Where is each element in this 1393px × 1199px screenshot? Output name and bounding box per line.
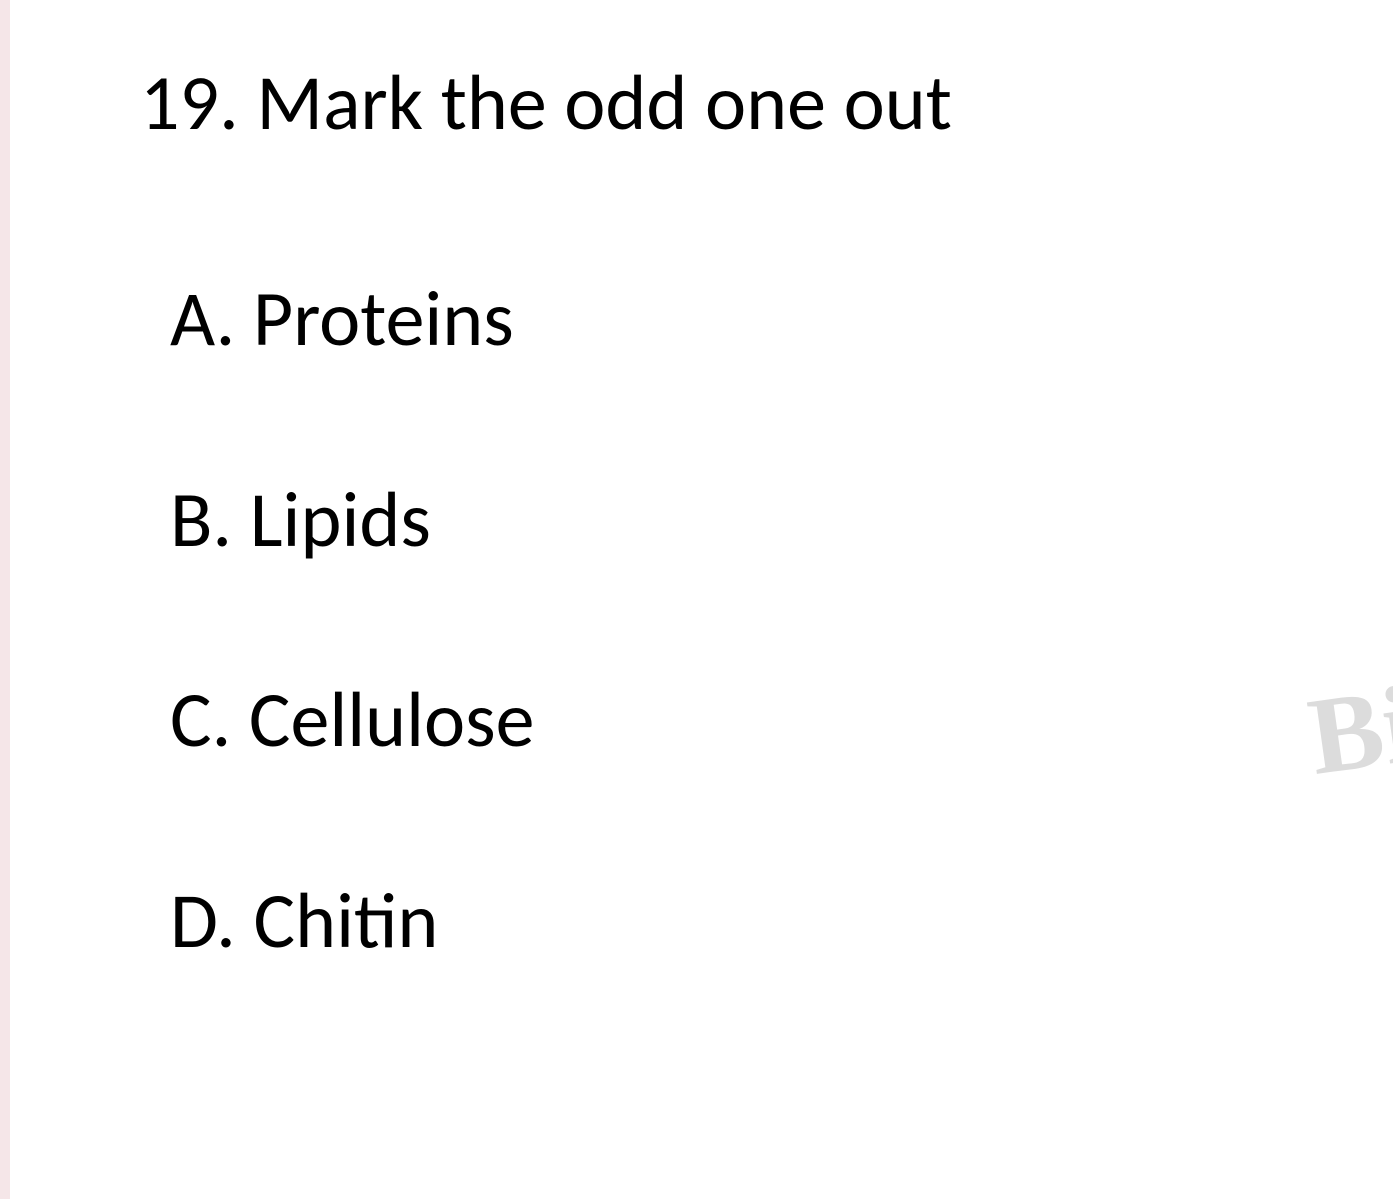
option-letter: D. <box>170 873 236 968</box>
option-text: Chitin <box>254 873 439 968</box>
question-text: Mark the odd one out <box>256 55 951 150</box>
option-a: A. Proteins <box>170 276 1333 362</box>
content-area: 19. Mark the odd one out A. Proteins B. … <box>0 0 1393 1024</box>
option-d: D. Chitin <box>170 878 1333 964</box>
option-text: Proteins <box>253 271 514 366</box>
question-number: 19. <box>140 55 239 150</box>
options-list: A. Proteins B. Lipids C. Cellulose D. Ch… <box>140 276 1333 964</box>
option-letter: C. <box>170 672 231 767</box>
option-text: Lipids <box>250 472 431 567</box>
option-letter: A. <box>170 271 235 366</box>
question-line: 19. Mark the odd one out <box>140 60 1333 146</box>
option-b: B. Lipids <box>170 477 1333 563</box>
option-letter: B. <box>170 472 232 567</box>
option-text: Cellulose <box>249 672 535 767</box>
option-c: C. Cellulose <box>170 677 1333 763</box>
left-edge-stripe <box>0 0 10 1199</box>
